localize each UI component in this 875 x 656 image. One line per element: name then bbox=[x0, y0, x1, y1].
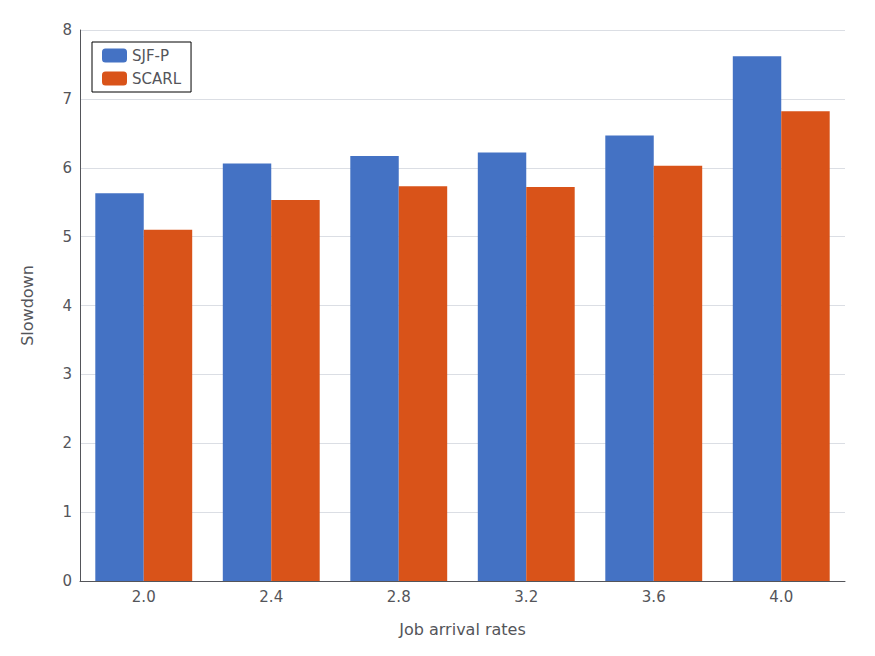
svg-text:5: 5 bbox=[62, 228, 72, 246]
svg-text:4.0: 4.0 bbox=[769, 588, 793, 606]
svg-text:7: 7 bbox=[62, 90, 72, 108]
svg-text:4: 4 bbox=[62, 297, 72, 315]
svg-text:Job arrival rates: Job arrival rates bbox=[398, 620, 526, 639]
svg-text:SJF-P: SJF-P bbox=[132, 47, 169, 65]
svg-text:2.8: 2.8 bbox=[387, 588, 411, 606]
svg-text:2.0: 2.0 bbox=[132, 588, 156, 606]
svg-text:2: 2 bbox=[62, 434, 72, 452]
svg-text:3.2: 3.2 bbox=[514, 588, 538, 606]
svg-text:6: 6 bbox=[62, 159, 72, 177]
svg-text:8: 8 bbox=[62, 21, 72, 39]
svg-text:1: 1 bbox=[62, 503, 72, 521]
svg-text:3: 3 bbox=[62, 365, 72, 383]
svg-text:0: 0 bbox=[62, 572, 72, 590]
svg-text:2.4: 2.4 bbox=[259, 588, 283, 606]
svg-text:Slowdown: Slowdown bbox=[18, 265, 37, 346]
svg-text:3.6: 3.6 bbox=[642, 588, 666, 606]
svg-text:SCARL: SCARL bbox=[132, 70, 182, 88]
